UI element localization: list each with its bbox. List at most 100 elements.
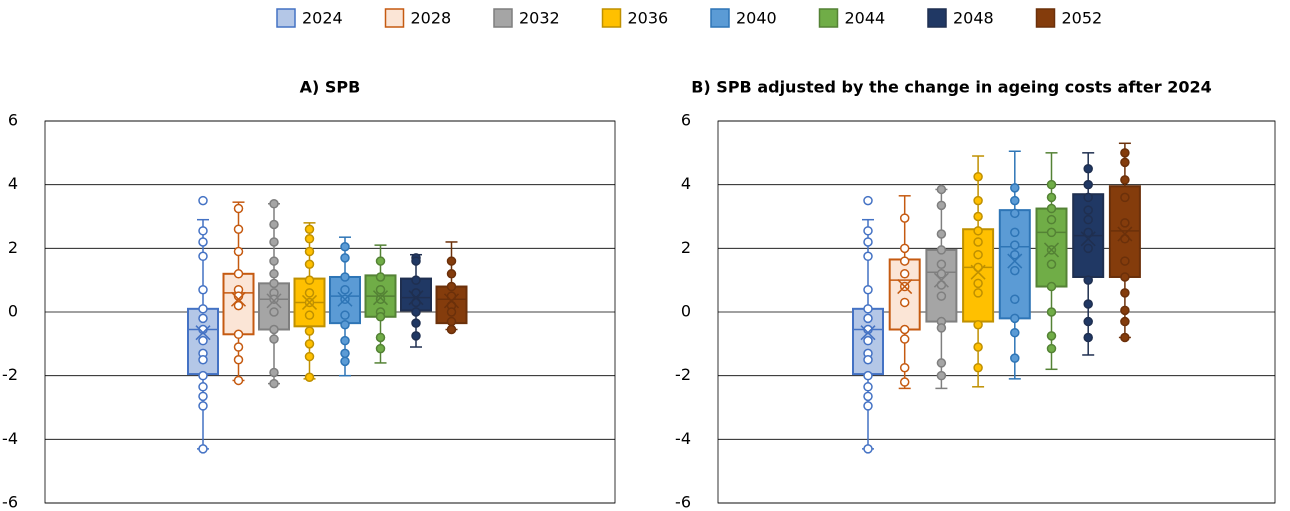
data-point: [863, 226, 873, 236]
data-point: [198, 382, 208, 392]
data-point: [1010, 294, 1020, 305]
data-point: [1010, 195, 1020, 206]
data-point: [899, 377, 910, 387]
data-point: [1083, 332, 1093, 343]
data-point: [863, 251, 873, 262]
mean-marker: [337, 291, 353, 307]
data-point: [198, 304, 208, 314]
legend-swatch: [276, 8, 296, 28]
data-point: [973, 226, 983, 236]
legend-label: 2036: [628, 9, 669, 28]
data-point: [340, 310, 350, 320]
data-point: [863, 382, 873, 392]
data-point: [1010, 327, 1020, 338]
mean-marker: [1043, 242, 1060, 258]
data-point: [304, 275, 315, 285]
data-point: [1046, 227, 1057, 238]
data-point: [1010, 265, 1020, 276]
data-point: [936, 245, 947, 255]
mean-marker: [266, 293, 282, 309]
data-point: [198, 444, 208, 454]
data-point: [1120, 305, 1130, 316]
y-tick-label: 0: [8, 302, 18, 321]
data-point: [233, 355, 244, 365]
mean-marker: [1117, 226, 1133, 242]
legend-label: 2044: [845, 9, 886, 28]
data-point: [1083, 275, 1093, 285]
data-point: [1120, 148, 1130, 158]
y-tick-label: -4: [675, 429, 691, 448]
data-point: [863, 370, 873, 381]
data-point: [1046, 331, 1057, 341]
mean-marker: [195, 325, 211, 341]
data-point: [863, 401, 873, 411]
data-point: [269, 237, 279, 247]
data-point: [1010, 208, 1020, 219]
data-point: [233, 224, 244, 234]
mean-marker: [230, 291, 247, 307]
data-point: [411, 256, 421, 266]
data-point: [1010, 227, 1020, 238]
data-point: [1083, 179, 1093, 190]
data-point: [304, 339, 315, 349]
data-point: [233, 375, 244, 386]
data-point: [446, 307, 457, 317]
data-point: [936, 200, 947, 211]
data-point: [340, 335, 350, 346]
data-point: [899, 213, 910, 223]
data-point: [304, 259, 315, 269]
data-point: [233, 342, 244, 352]
data-point: [1120, 192, 1130, 203]
y-tick-label: 4: [8, 174, 18, 193]
data-point: [375, 332, 386, 343]
data-point: [269, 324, 279, 335]
data-point: [198, 391, 208, 402]
data-point: [973, 195, 983, 206]
data-point: [863, 444, 873, 454]
legend-label: 2052: [1062, 9, 1103, 28]
data-point: [269, 334, 279, 344]
data-point: [1120, 218, 1130, 228]
data-point: [375, 256, 386, 266]
legend-swatch: [384, 8, 405, 28]
data-point: [863, 355, 873, 365]
data-point: [936, 370, 947, 381]
data-point: [198, 370, 208, 381]
legend-label: 2048: [953, 9, 994, 28]
data-point: [1120, 288, 1130, 298]
data-point: [863, 313, 873, 324]
data-point: [1083, 205, 1093, 215]
y-tick-label: 6: [8, 111, 18, 130]
data-point: [269, 269, 279, 279]
chart-title: A) SPB: [300, 78, 361, 97]
data-point: [973, 362, 983, 373]
data-point: [198, 284, 208, 295]
data-point: [936, 229, 947, 239]
data-point: [1120, 175, 1130, 185]
data-point: [1120, 157, 1130, 168]
data-point: [1010, 249, 1020, 260]
data-point: [198, 313, 208, 324]
data-point: [198, 401, 208, 411]
data-point: [1046, 192, 1057, 203]
data-point: [233, 300, 244, 311]
data-point: [340, 272, 350, 282]
data-point: [936, 269, 947, 279]
data-point: [1083, 227, 1093, 238]
data-point: [1083, 299, 1093, 309]
data-point: [198, 251, 208, 262]
data-point: [304, 310, 315, 320]
mean-marker: [897, 279, 913, 295]
data-point: [1120, 332, 1130, 343]
plot-frame: [717, 120, 1276, 504]
legend-label: 2028: [411, 9, 452, 28]
data-point: [269, 307, 279, 317]
data-point: [863, 195, 873, 206]
data-point: [375, 284, 386, 295]
data-point: [973, 249, 983, 260]
data-point: [1010, 183, 1020, 193]
data-point: [973, 171, 983, 182]
data-point: [863, 237, 873, 247]
data-point: [1046, 343, 1057, 354]
data-point: [446, 281, 457, 292]
